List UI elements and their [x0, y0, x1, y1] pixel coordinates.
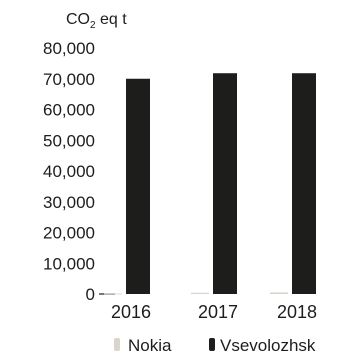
- y-tick-label: 80,000: [43, 39, 95, 58]
- x-tick-label-2018: 2018: [277, 302, 317, 322]
- legend-swatch-nokia: [114, 338, 120, 351]
- legend-label-nokia: Nokia: [128, 336, 172, 355]
- y-axis-title-subscript: 2: [90, 20, 96, 31]
- x-tick-label-2016: 2016: [111, 302, 151, 322]
- bar-nokia-2016: [104, 293, 122, 295]
- y-tick-label: 20,000: [43, 224, 95, 243]
- y-tick-label: 10,000: [43, 254, 95, 273]
- bar-vsevolozhsk-2018: [292, 73, 316, 294]
- bar-vsevolozhsk-2017: [213, 73, 237, 294]
- y-tick-label: 50,000: [43, 131, 95, 150]
- y-tick-label: 70,000: [43, 70, 95, 89]
- y-tick-label: 0: [86, 285, 95, 304]
- legend-swatch-vsevolozhsk: [209, 338, 215, 351]
- bar-nokia-2017: [191, 292, 209, 294]
- legend-label-vsevolozhsk: Vsevolozhsk: [220, 336, 316, 355]
- bar-nokia-2018: [270, 292, 288, 294]
- y-axis-title-suffix: eq t: [96, 11, 128, 28]
- bars-group: [104, 73, 316, 295]
- y-axis: 0 10,000 20,000 30,000 40,000 50,000 60,000 70,…: [43, 39, 95, 304]
- y-axis-title-main: CO: [66, 11, 90, 28]
- y-axis-title: CO2 eq t: [66, 11, 127, 31]
- y-tick-label: 60,000: [43, 101, 95, 120]
- x-tick-label-2017: 2017: [198, 302, 238, 322]
- legend: Nokia Vsevolozhsk: [114, 336, 316, 355]
- y-tick-label: 40,000: [43, 162, 95, 181]
- y-tick-label: 30,000: [43, 193, 95, 212]
- bar-vsevolozhsk-2016: [126, 78, 150, 294]
- x-axis: 2016 2017 2018: [111, 302, 317, 322]
